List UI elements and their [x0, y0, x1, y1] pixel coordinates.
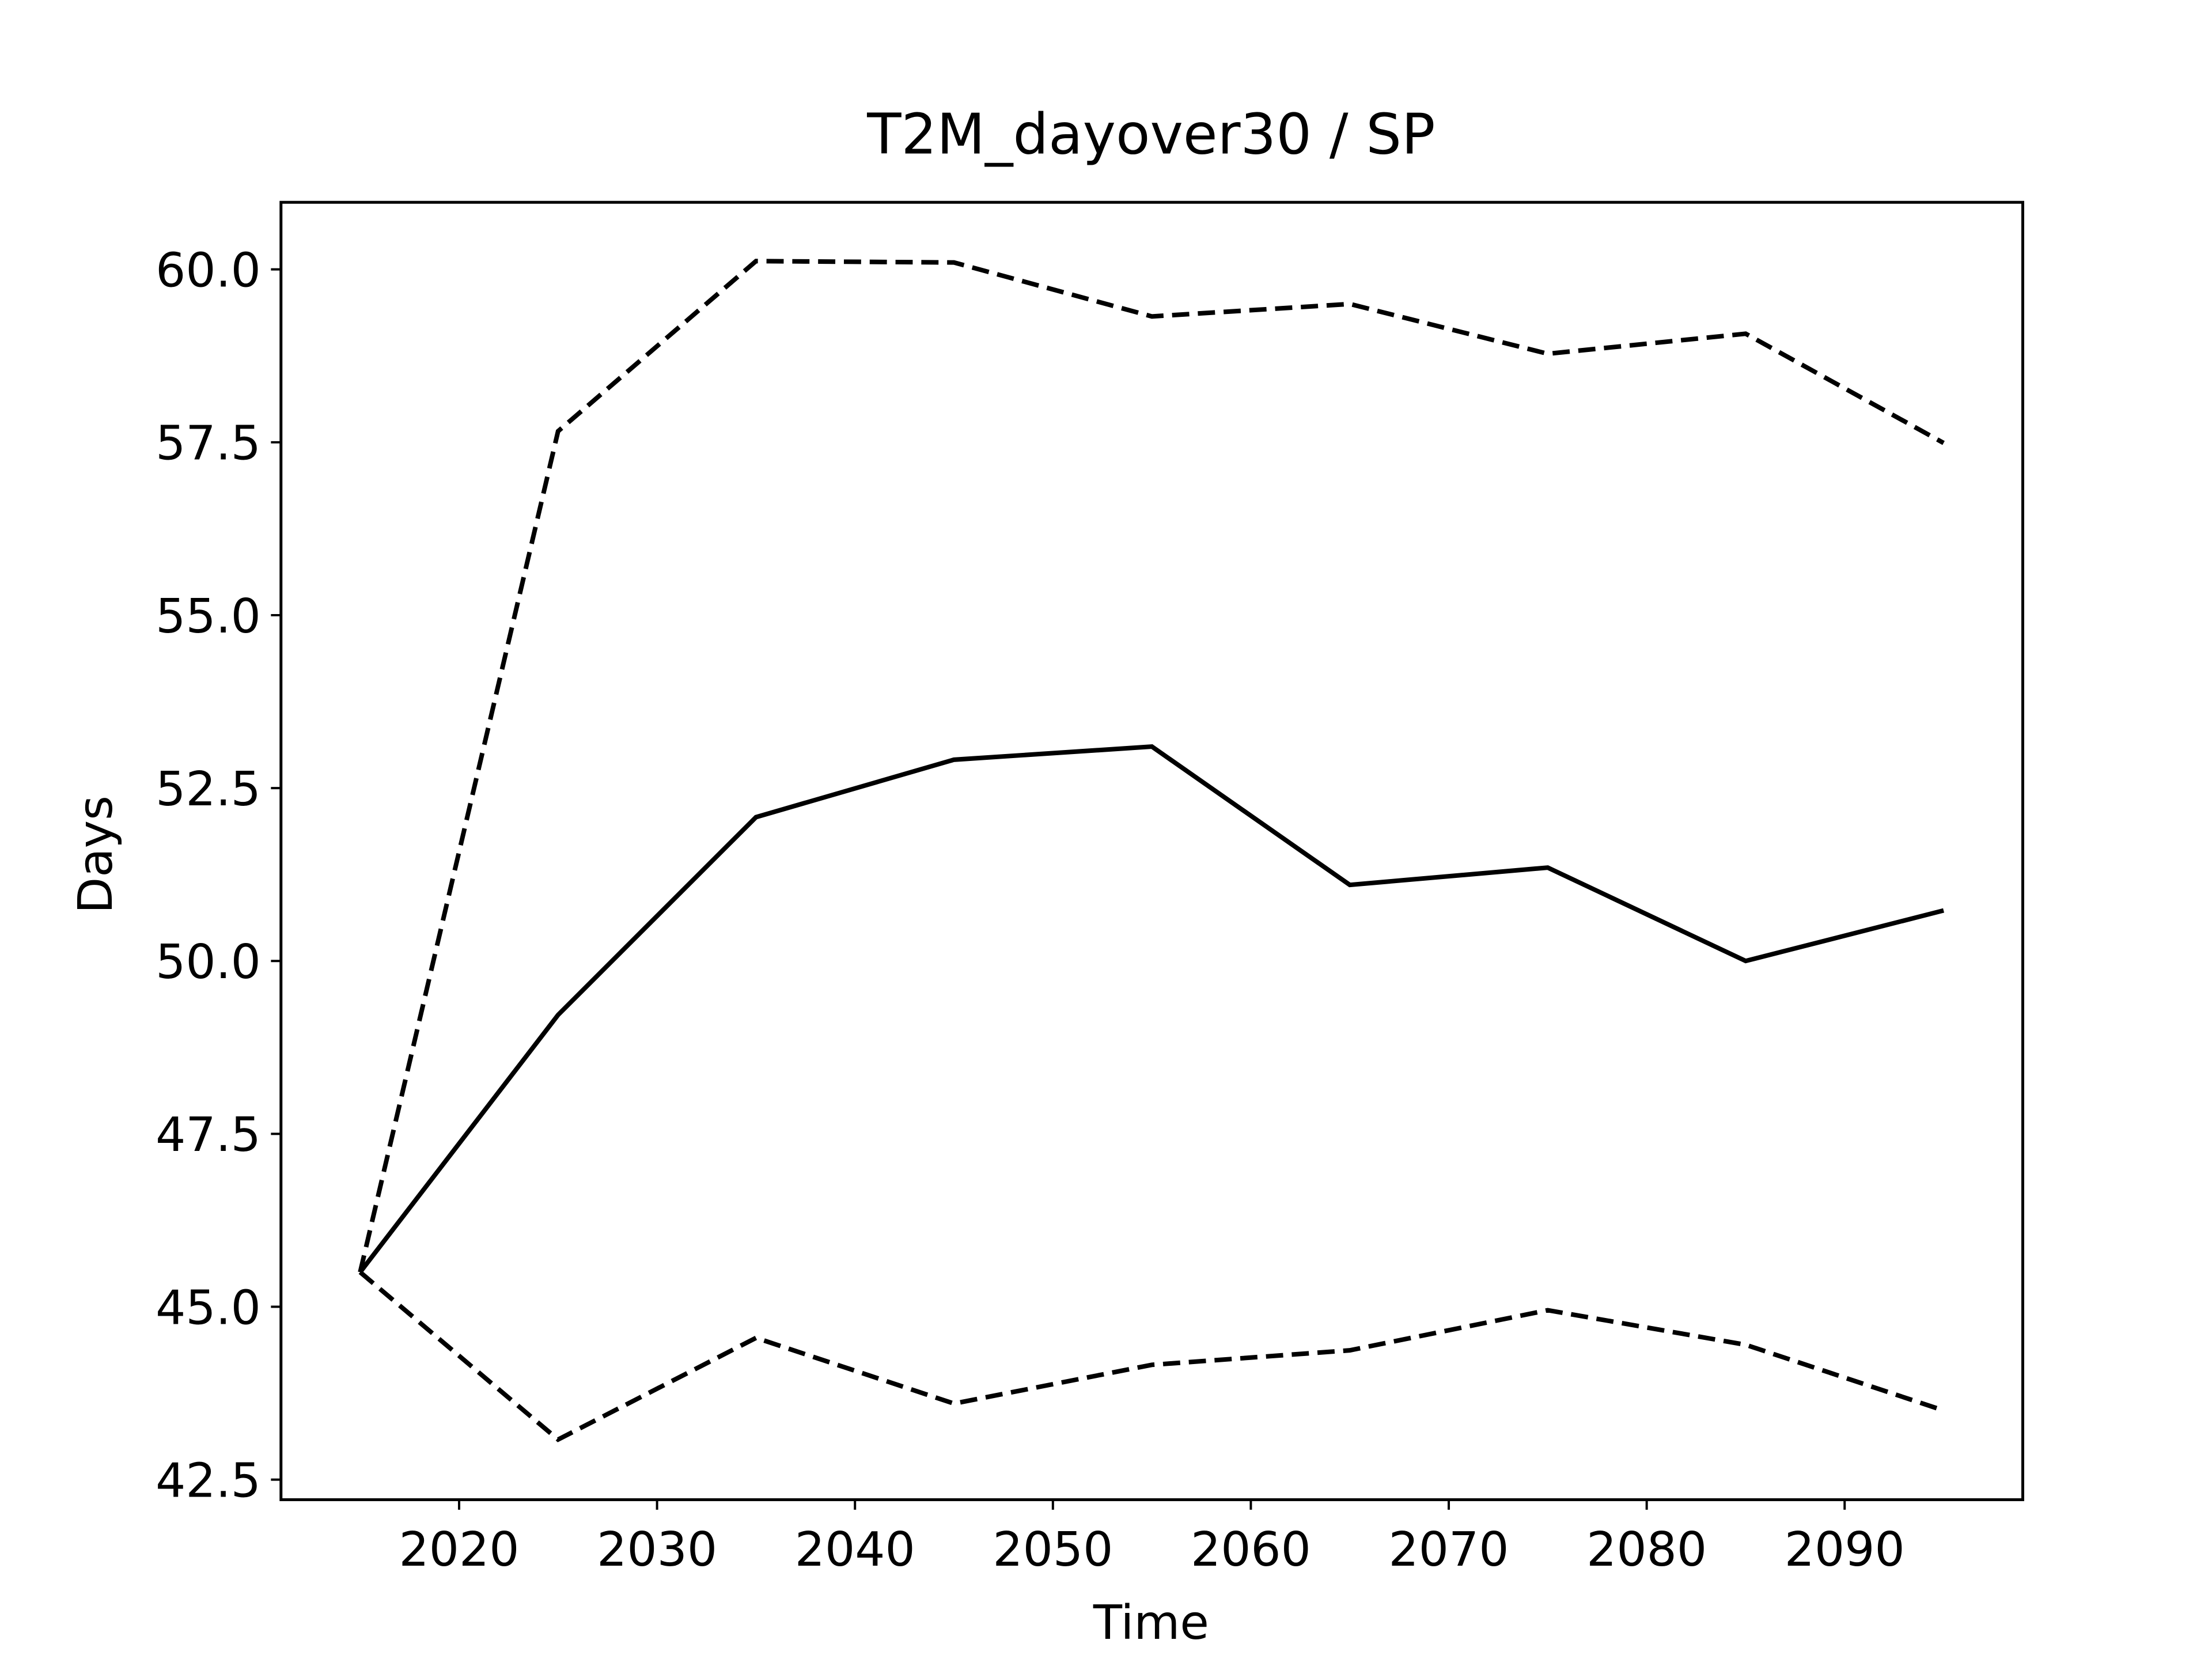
series-line — [358, 744, 1945, 1274]
y-tick-label: 52.5 — [156, 762, 261, 817]
y-tick-label: 47.5 — [156, 1108, 261, 1162]
series-line — [358, 1270, 1945, 1442]
plot-frame — [279, 200, 2024, 1501]
y-tick-label: 45.0 — [156, 1281, 261, 1335]
y-tick-label: 55.0 — [156, 589, 261, 644]
x-axis-label: Time — [1093, 1596, 1209, 1650]
x-tick-label: 2070 — [1389, 1522, 1509, 1577]
x-tick-label: 2020 — [399, 1522, 520, 1577]
y-tick-label: 57.5 — [156, 416, 261, 471]
y-axis-label: Days — [69, 796, 123, 914]
x-tick-label: 2030 — [597, 1522, 717, 1577]
x-tick-label: 2060 — [1191, 1522, 1311, 1577]
y-tick-label: 42.5 — [156, 1453, 261, 1508]
y-tick-label: 50.0 — [156, 935, 261, 990]
y-tick-label: 60.0 — [156, 244, 261, 298]
chart-title: T2M_dayover30 / SP — [866, 102, 1435, 167]
x-tick-label: 2040 — [795, 1522, 915, 1577]
x-tick-label: 2050 — [993, 1522, 1113, 1577]
x-tick-label: 2080 — [1586, 1522, 1707, 1577]
series-line — [358, 259, 1945, 1273]
x-tick-label: 2090 — [1785, 1522, 1905, 1577]
